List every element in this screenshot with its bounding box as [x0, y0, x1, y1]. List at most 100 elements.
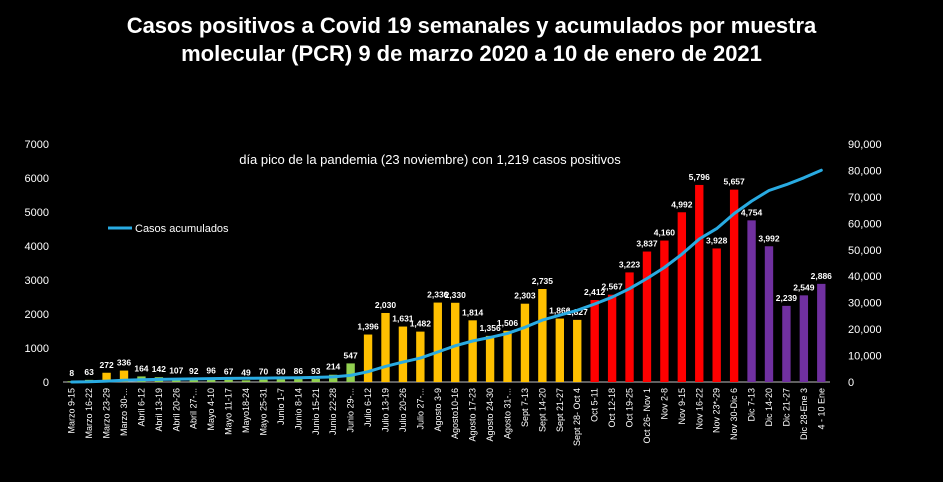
chart-title: Casos positivos a Covid 19 semanales y a…: [0, 12, 943, 68]
bar-value-label: 2,549: [793, 282, 815, 292]
x-tick-label: Sept 28- Oct 4: [572, 388, 582, 446]
peak-annotation: día pico de la pandemia (23 noviembre) c…: [239, 152, 621, 167]
bar: [695, 184, 704, 382]
x-tick-label: Junio 1-7: [276, 388, 286, 425]
bar: [660, 240, 669, 382]
bar-value-label: 93: [311, 366, 321, 376]
bar-value-label: 3,992: [758, 233, 780, 243]
x-tick-label: Oct 12-18: [607, 388, 617, 428]
y-axis-tick-label: 2000: [25, 309, 49, 321]
x-tick-label: Dic 7-13: [747, 388, 757, 422]
y2-axis-tick-label: 30,000: [848, 298, 882, 310]
bar-value-label: 1,866: [549, 306, 571, 316]
bar-value-label: 2,735: [532, 276, 554, 286]
x-tick-label: Junio 15-21: [311, 388, 321, 435]
x-tick-label: Abril 20-26: [171, 388, 181, 432]
y-axis-tick-label: 1000: [25, 343, 49, 355]
x-tick-label: Nov 9-15: [677, 388, 687, 425]
x-tick-label: Nov 23*-29: [712, 388, 722, 433]
x-tick-label: Marzo 16-22: [84, 388, 94, 439]
chart-title-line-2: molecular (PCR) 9 de marzo 2020 a 10 de …: [181, 41, 762, 66]
bar-value-label: 142: [152, 364, 166, 374]
bar: [189, 378, 198, 382]
bar: [451, 302, 460, 382]
y-axis-tick-label: 7000: [25, 139, 49, 151]
bar: [642, 251, 652, 382]
x-tick-label: Dic 21-27: [781, 388, 791, 427]
bar: [485, 335, 495, 382]
x-tick-label: Sept 21-27: [555, 388, 565, 432]
y2-axis-tick-label: 20,000: [848, 324, 882, 336]
bar-value-label: 2,412: [584, 287, 606, 297]
bar: [433, 302, 442, 382]
bar-value-label: 547: [344, 350, 358, 360]
x-tick-label: Oct 19-25: [625, 388, 635, 428]
bar: [729, 189, 739, 382]
bar-value-label: 2,567: [601, 282, 623, 292]
bar-value-label: 214: [326, 362, 340, 372]
bar: [119, 370, 129, 382]
bar-value-label: 336: [117, 358, 131, 368]
bar-value-label: 107: [169, 365, 183, 375]
x-tick-label: Abril 6-12: [136, 388, 146, 427]
bar: [799, 295, 809, 382]
y2-axis-tick-label: 50,000: [848, 245, 882, 257]
bar-value-label: 63: [84, 367, 94, 377]
bar-value-label: 96: [206, 366, 216, 376]
x-tick-label: Marzo 23-29: [102, 388, 112, 439]
bar: [817, 283, 826, 382]
x-tick-label: Agosto 17-23: [468, 388, 478, 442]
x-tick-label: Sept 7-13: [520, 388, 530, 427]
bar-value-label: 86: [294, 366, 304, 376]
x-tick-label: Junio 29-...: [346, 388, 356, 433]
legend-label: Casos acumulados: [135, 223, 229, 235]
bar: [206, 378, 216, 382]
y2-axis-tick-label: 0: [848, 377, 854, 389]
y-axis-tick-label: 0: [43, 377, 49, 389]
y2-axis-tick-label: 40,000: [848, 271, 882, 283]
bar-value-label: 1,814: [462, 307, 484, 317]
y-axis-tick-label: 3000: [25, 275, 49, 287]
y-axis-tick-label: 5000: [25, 207, 49, 219]
x-tick-label: Julio 20-26: [398, 388, 408, 432]
bar-value-label: 70: [259, 367, 269, 377]
x-tick-label: Abril 27-...: [189, 388, 199, 429]
bar-series: [67, 184, 826, 382]
bar: [363, 334, 373, 382]
bar: [241, 380, 251, 382]
x-tick-label: Nov 30-Dic 6: [729, 388, 739, 440]
bar: [712, 248, 721, 382]
bar-value-label: 5,657: [723, 177, 745, 187]
bar-value-label: 1,482: [410, 319, 432, 329]
bar-value-label: 1,506: [497, 318, 519, 328]
x-tick-label: Marzo 9-15: [67, 388, 77, 434]
bar: [102, 372, 111, 382]
y2-axis-tick-label: 10,000: [848, 351, 882, 363]
bar: [294, 379, 303, 382]
x-tick-label: Agosto 24-30: [485, 388, 495, 442]
bar-value-label: 2,336: [427, 290, 449, 300]
y2-axis-tick-label: 80,000: [848, 165, 882, 177]
bar: [590, 299, 599, 382]
bar-value-label: 164: [134, 363, 148, 373]
bar-value-label: 5,796: [689, 172, 711, 182]
bar-value-label: 1,827: [567, 307, 589, 317]
bar: [503, 330, 512, 382]
x-tick-label: Sept 14-20: [537, 388, 547, 432]
x-tick-label: Mayo18-24: [241, 388, 251, 433]
y2-axis-tick-label: 90,000: [848, 139, 882, 151]
bar-value-label: 1,396: [357, 322, 379, 332]
x-tick-labels: Marzo 9-15 Marzo 16-22 Marzo 23-29 Marzo 30…: [67, 388, 827, 446]
bar-value-label: 272: [99, 360, 113, 370]
x-tick-label: Mayo 11-17: [224, 388, 234, 435]
x-tick-label: Julio 13-19: [380, 388, 390, 432]
bar: [677, 212, 687, 382]
x-tick-label: Mayo 4-10: [206, 388, 216, 431]
bar-value-label: 67: [224, 367, 234, 377]
bar: [398, 326, 408, 382]
bar-value-label: 2,886: [811, 271, 833, 281]
x-tick-label: Agosto10-16: [450, 388, 460, 439]
y2-axis-tick-label: 60,000: [848, 218, 882, 230]
bar-value-label: 2,303: [514, 291, 536, 301]
